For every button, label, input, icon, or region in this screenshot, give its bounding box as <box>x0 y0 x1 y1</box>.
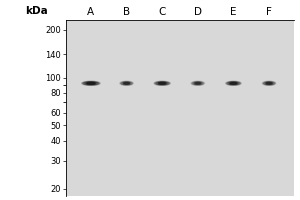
Ellipse shape <box>263 81 275 85</box>
Ellipse shape <box>191 81 205 85</box>
Ellipse shape <box>154 81 170 85</box>
Ellipse shape <box>266 82 272 84</box>
Ellipse shape <box>264 82 274 85</box>
Ellipse shape <box>264 82 274 85</box>
Ellipse shape <box>226 81 241 85</box>
Ellipse shape <box>227 82 240 85</box>
Ellipse shape <box>85 82 97 85</box>
Ellipse shape <box>230 82 237 84</box>
Ellipse shape <box>192 82 203 85</box>
Ellipse shape <box>122 82 132 85</box>
Ellipse shape <box>265 82 273 84</box>
Ellipse shape <box>226 81 241 85</box>
Ellipse shape <box>193 82 203 85</box>
Ellipse shape <box>157 82 167 85</box>
Ellipse shape <box>122 82 131 85</box>
Ellipse shape <box>84 82 98 85</box>
Ellipse shape <box>83 82 99 85</box>
Ellipse shape <box>85 82 97 85</box>
Ellipse shape <box>226 82 240 85</box>
Ellipse shape <box>82 81 100 85</box>
Ellipse shape <box>87 82 95 84</box>
Ellipse shape <box>88 83 94 84</box>
Ellipse shape <box>229 82 238 84</box>
Ellipse shape <box>158 82 167 84</box>
Ellipse shape <box>120 81 133 85</box>
Ellipse shape <box>228 82 239 85</box>
Ellipse shape <box>87 82 95 84</box>
Ellipse shape <box>86 82 96 84</box>
Ellipse shape <box>195 82 201 84</box>
Ellipse shape <box>191 81 204 85</box>
Ellipse shape <box>157 82 168 85</box>
Ellipse shape <box>192 82 204 85</box>
Ellipse shape <box>122 82 131 85</box>
Ellipse shape <box>194 82 202 85</box>
Ellipse shape <box>263 82 275 85</box>
Ellipse shape <box>264 82 274 85</box>
Ellipse shape <box>194 82 202 84</box>
Ellipse shape <box>155 82 169 85</box>
Ellipse shape <box>158 82 166 84</box>
Ellipse shape <box>229 82 238 85</box>
Ellipse shape <box>121 82 133 85</box>
Ellipse shape <box>83 82 98 85</box>
Ellipse shape <box>230 82 237 84</box>
Ellipse shape <box>156 82 168 85</box>
Ellipse shape <box>158 82 166 84</box>
Ellipse shape <box>82 81 100 85</box>
Ellipse shape <box>193 82 203 85</box>
Ellipse shape <box>159 82 166 84</box>
Ellipse shape <box>230 82 237 84</box>
Ellipse shape <box>86 82 96 84</box>
Ellipse shape <box>262 81 276 85</box>
Ellipse shape <box>154 81 170 85</box>
Ellipse shape <box>155 82 169 85</box>
Ellipse shape <box>124 82 130 84</box>
Ellipse shape <box>120 81 133 85</box>
Ellipse shape <box>228 82 239 85</box>
Ellipse shape <box>265 82 273 85</box>
Ellipse shape <box>121 82 132 85</box>
Text: kDa: kDa <box>25 6 48 16</box>
Ellipse shape <box>123 82 130 84</box>
Ellipse shape <box>266 82 272 84</box>
